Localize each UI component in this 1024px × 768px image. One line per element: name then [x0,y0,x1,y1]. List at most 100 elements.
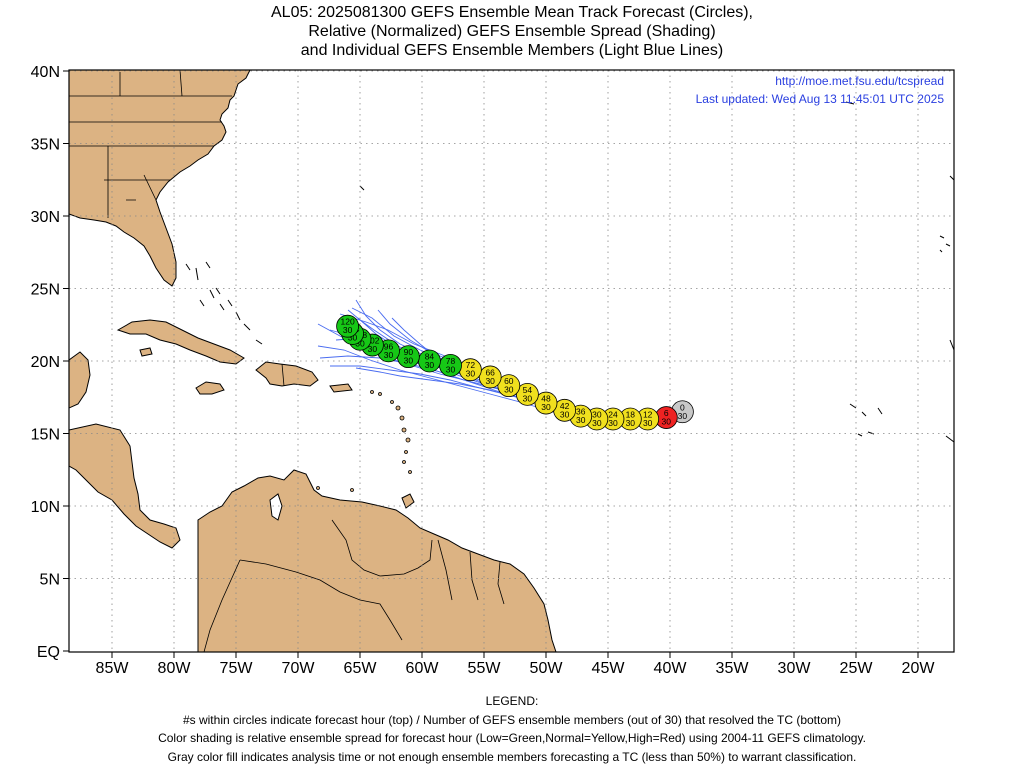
track-circle [497,374,521,398]
lon-tick-label: 75W [220,660,254,677]
member-count: 30 [368,344,378,354]
hispaniola [255,361,319,387]
track-circle [336,314,360,338]
member-count: 30 [466,369,476,379]
member-count: 30 [384,350,394,360]
member-count: 30 [662,417,672,427]
member-count: 30 [592,418,602,428]
forecast-hour: 48 [541,394,551,404]
forecast-hour: 42 [560,401,570,411]
forecast-hour: 6 [664,408,669,418]
member-count: 30 [343,325,353,335]
member-count: 30 [485,376,495,386]
legend-line-1: #s within circles indicate forecast hour… [182,712,842,727]
forecast-hour: 36 [576,407,586,417]
lon-tick-label: 20W [902,660,936,677]
lake-maracaibo [269,493,283,521]
forecast-hour: 0 [680,402,685,412]
lat-tick-label: 10N [31,499,60,516]
legend-heading: LEGEND: [485,694,539,708]
forecast-hour: 78 [446,356,456,366]
lon-tick-label: 65W [344,660,378,677]
lon-tick-label: 85W [96,660,130,677]
member-count: 30 [626,418,636,428]
lon-tick-label: 30W [778,660,812,677]
forecast-hour: 18 [626,410,636,420]
chart-title: AL05: 2025081300 GEFS Ensemble Mean Trac… [0,3,1024,60]
lon-tick-label: 25W [840,660,874,677]
lat-tick-label: 30N [31,209,60,226]
outer-islands [359,101,954,443]
lon-tick-label: 70W [282,660,316,677]
member-count: 30 [560,409,570,419]
member-count: 30 [576,415,586,425]
forecast-hour: 66 [485,367,495,377]
member-count: 30 [355,338,365,348]
lon-tick-label: 35W [716,660,750,677]
haiti-border [281,363,285,387]
lon-tick-label: 50W [530,660,564,677]
member-count: 30 [523,393,533,403]
title-line-3: and Individual GEFS Ensemble Members (Li… [300,42,724,59]
country-borders [203,519,505,652]
lon-tick-label: 60W [406,660,440,677]
forecast-hour: 84 [425,352,435,362]
forecast-hour: 24 [608,410,618,420]
forecast-hour: 90 [404,347,414,357]
legend: LEGEND: #s within circles indicate forec… [0,692,1024,766]
track-circle [478,365,502,389]
bahamas [185,261,263,345]
north-america-landmass [69,70,251,287]
mean-track: 0306301230183024303030363042304830543060… [336,314,694,431]
track-circle [516,382,539,406]
lon-tick-label: 40W [654,660,688,677]
legend-line-3: Gray color fill indicates analysis time … [167,749,857,764]
member-count: 30 [504,385,514,395]
title-line-1: AL05: 2025081300 GEFS Ensemble Mean Trac… [271,4,753,21]
latitude-labels: EQ 5N 10N 15N 20N 25N 30N 35N 40N [31,64,69,661]
track-circle [534,391,558,415]
lat-tick-label: 25N [31,282,60,299]
south-america [197,469,557,652]
lon-tick-label: 45W [592,660,626,677]
member-count: 30 [446,364,456,374]
last-updated: Last updated: Wed Aug 13 11:45:01 UTC 20… [696,92,945,106]
lat-tick-label: 20N [31,354,60,371]
lesser-antilles [316,390,412,492]
longitude-labels: 85W 80W 75W 70W 65W 60W 55W 50W 45W 40W 35W 30W 25W 2… [96,652,936,677]
lon-tick-label: 80W [158,660,192,677]
forecast-hour: 96 [384,341,394,351]
track-map: 0306301230183024303030363042304830543060… [31,64,955,677]
forecast-hour: 54 [523,385,533,395]
lat-tick-label: 5N [40,572,60,589]
source-url[interactable]: http://moe.met.fsu.edu/tcspread [775,74,944,88]
trinidad [401,493,415,509]
member-count: 30 [404,356,414,366]
lat-tick-label: 35N [31,137,60,154]
mexico-yucatan [69,351,91,409]
jamaica [195,381,225,395]
member-count: 30 [425,360,435,370]
forecast-hour: 102 [365,336,379,346]
forecast-hour: 120 [341,317,355,327]
central-america [69,423,181,549]
forecast-hour: 12 [643,410,653,420]
lat-lon-grid [69,70,954,652]
forecast-hour: 72 [466,360,476,370]
member-count: 30 [678,411,688,421]
member-count: 30 [348,332,358,342]
member-count: 30 [643,418,653,428]
land-layer [69,70,954,652]
state-borders [69,70,232,218]
lat-tick-label: EQ [37,644,60,661]
